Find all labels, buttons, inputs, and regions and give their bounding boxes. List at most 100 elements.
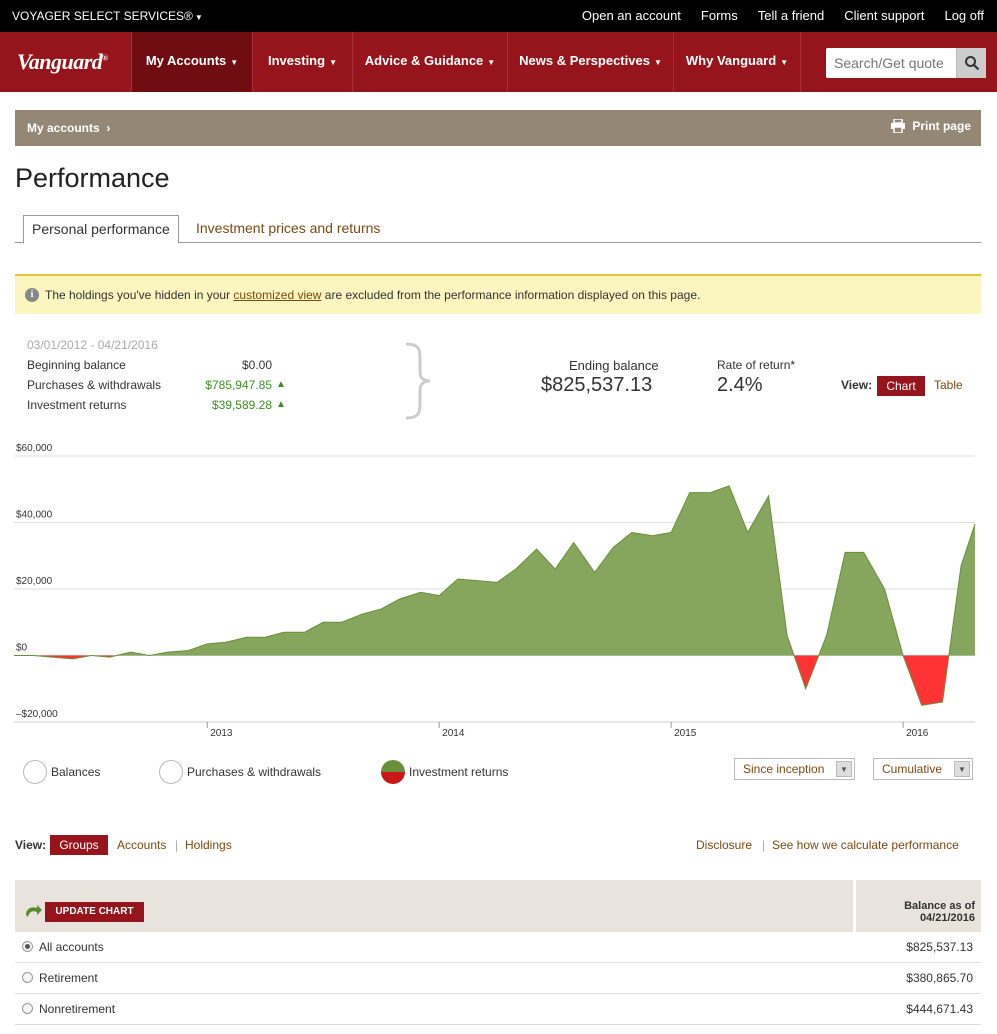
nav-my-accounts[interactable]: My Accounts ▼ — [131, 32, 252, 92]
x-tick-label: 2013 — [210, 728, 233, 739]
print-label: Print page — [912, 119, 971, 133]
group-name: Nonretirement — [39, 1002, 116, 1016]
x-tick-label: 2016 — [906, 728, 929, 739]
view-label-2: View: — [15, 838, 47, 852]
view-holdings-link[interactable]: Holdings — [185, 838, 232, 852]
chevron-down-icon: ▼ — [836, 761, 852, 777]
view-table-link[interactable]: Table — [934, 378, 963, 392]
main-nav: Vanguard® My Accounts ▼ Investing ▼ Advice… — [0, 32, 997, 92]
tab-investment-prices[interactable]: Investment prices and returns — [196, 220, 381, 236]
search-icon — [964, 56, 979, 71]
how-we-calculate-link[interactable]: See how we calculate performance — [772, 838, 959, 852]
legend-balances[interactable]: Balances — [23, 760, 100, 784]
utility-bar: VOYAGER SELECT SERVICES® ▼ Open an accoun… — [0, 0, 997, 32]
legend-investment-returns[interactable]: Investment returns — [381, 760, 508, 784]
x-tick-label: 2015 — [674, 728, 697, 739]
open-account-link[interactable]: Open an account — [581, 8, 681, 23]
groups-table: UPDATE CHART Balance as of 04/21/2016 All… — [15, 880, 981, 1025]
y-tick-label: –$20,000 — [16, 709, 58, 720]
arrow-up-icon: ▲ — [276, 379, 286, 390]
search-input[interactable] — [826, 48, 956, 78]
breadcrumb-my-accounts[interactable]: My accounts › — [27, 121, 110, 135]
nav-advice-guidance[interactable]: Advice & Guidance ▼ — [352, 32, 507, 92]
y-tick-label: $40,000 — [16, 510, 53, 521]
table-row[interactable]: Retirement $380,865.70 — [15, 963, 981, 994]
x-tick-label: 2014 — [442, 728, 465, 739]
y-tick-label: $20,000 — [16, 576, 53, 587]
nav-label: My Accounts — [145, 53, 227, 68]
brace-icon — [405, 342, 431, 420]
alert-suffix: are excluded from the performance inform… — [321, 288, 701, 302]
table-row[interactable]: All accounts $825,537.13 — [15, 932, 981, 963]
print-page-button[interactable]: Print page — [890, 119, 971, 133]
disclosure-link[interactable]: Disclosure — [696, 838, 753, 852]
y-tick-label: $60,000 — [16, 443, 53, 454]
balance-header-line1: Balance as of — [904, 900, 975, 912]
range-dropdown[interactable]: Since inception ▼ — [734, 758, 855, 780]
purchases-value: $785,947.85 — [205, 378, 272, 392]
beginning-balance-value: $0.00 — [241, 358, 272, 372]
rate-of-return-label: Rate of return* — [717, 358, 796, 372]
mode-dropdown[interactable]: Cumulative ▼ — [873, 758, 973, 780]
chevron-down-icon: ▼ — [954, 761, 970, 777]
nav-why-vanguard[interactable]: Why Vanguard ▼ — [673, 32, 801, 92]
view-accounts-link[interactable]: Accounts — [117, 838, 167, 852]
group-balance: $380,865.70 — [906, 971, 973, 985]
all-accounts-radio[interactable] — [22, 941, 33, 952]
org-name: VOYAGER SELECT SERVICES® — [12, 9, 193, 23]
breadcrumb-separator-icon: › — [106, 121, 111, 135]
y-tick-label: $0 — [16, 643, 28, 654]
chevron-down-icon: ▼ — [230, 58, 239, 67]
org-selector[interactable]: VOYAGER SELECT SERVICES® ▼ — [12, 9, 203, 23]
tell-friend-link[interactable]: Tell a friend — [757, 8, 825, 23]
investment-returns-label: Investment returns — [27, 398, 127, 412]
printer-icon — [891, 119, 906, 133]
search-button[interactable] — [956, 48, 986, 78]
date-range: 03/01/2012 - 04/21/2016 — [27, 338, 158, 352]
purchases-label: Purchases & withdrawals — [27, 378, 162, 392]
nav-label: Why Vanguard — [685, 53, 777, 68]
update-chart-button[interactable]: UPDATE CHART — [45, 902, 144, 922]
nonretirement-radio[interactable] — [22, 1003, 33, 1014]
log-off-link[interactable]: Log off — [944, 8, 984, 23]
logo-text: Vanguard — [17, 49, 103, 74]
customized-view-link[interactable]: customized view — [233, 288, 322, 302]
rate-of-return-value: 2.4% — [717, 374, 763, 396]
vanguard-logo[interactable]: Vanguard® — [17, 49, 108, 75]
nav-investing[interactable]: Investing ▼ — [252, 32, 352, 92]
view-chart-button[interactable]: Chart — [877, 376, 925, 396]
legend-label: Balances — [51, 765, 101, 779]
purchases-toggle-icon — [159, 760, 183, 784]
page-title: Performance — [15, 163, 170, 193]
balance-header-line2: 04/21/2016 — [919, 912, 975, 924]
legend-label: Purchases & withdrawals — [187, 765, 322, 779]
header-divider — [853, 880, 856, 932]
performance-chart: $60,000 $40,000 $20,000 $0 –$20,000 2013 2014 2… — [14, 443, 976, 739]
alert-text: The holdings you've hidden in your custo… — [45, 288, 700, 302]
legend-purchases[interactable]: Purchases & withdrawals — [159, 760, 321, 784]
returns-toggle-icon — [381, 760, 405, 784]
nav-label: Investing — [268, 53, 326, 68]
logo-mark: ® — [102, 53, 108, 63]
retirement-radio[interactable] — [22, 972, 33, 983]
investment-returns-value: $39,589.28 — [211, 398, 272, 412]
chevron-down-icon: ▼ — [487, 58, 496, 67]
info-icon: i — [25, 288, 39, 302]
ending-balance-label: Ending balance — [569, 358, 659, 373]
breadcrumb: My accounts › Print page — [15, 110, 981, 146]
info-alert: i The holdings you've hidden in your cus… — [15, 274, 981, 314]
client-support-link[interactable]: Client support — [844, 8, 925, 23]
chevron-down-icon: ▼ — [194, 13, 203, 22]
tab-personal-performance[interactable]: Personal performance — [23, 215, 179, 244]
beginning-balance-label: Beginning balance — [27, 358, 126, 372]
table-row[interactable]: Nonretirement $444,671.43 — [15, 994, 981, 1025]
group-name: Retirement — [39, 971, 98, 985]
view-groups-button[interactable]: Groups — [50, 835, 108, 855]
separator: | — [762, 838, 766, 852]
utility-links: Open an account Forms Tell a friend Clie… — [582, 8, 984, 23]
range-value: Since inception — [743, 762, 825, 776]
forms-link[interactable]: Forms — [700, 8, 738, 23]
alert-prefix: The holdings you've hidden in your — [45, 288, 234, 302]
nav-news-perspectives[interactable]: News & Perspectives ▼ — [507, 32, 673, 92]
balances-toggle-icon — [23, 760, 47, 784]
